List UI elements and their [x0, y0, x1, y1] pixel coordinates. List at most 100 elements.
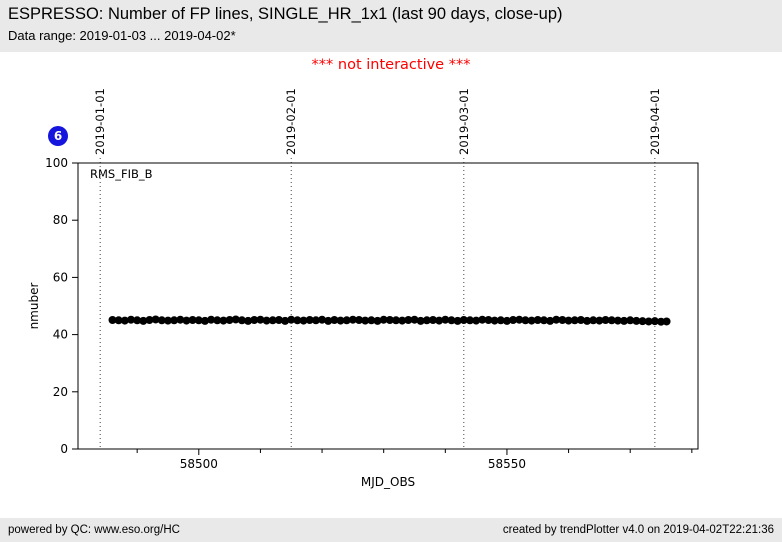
data-point — [539, 316, 548, 325]
y-tick-label: 60 — [53, 270, 68, 284]
data-point — [330, 316, 339, 325]
footer: powered by QC: www.eso.org/HC created by… — [0, 518, 782, 542]
data-point — [157, 316, 166, 325]
data-range-subtitle: Data range: 2019-01-03 ... 2019-04-02* — [8, 28, 236, 43]
data-point — [416, 316, 425, 325]
footer-created-by: created by trendPlotter v4.0 on 2019-04-… — [502, 524, 774, 536]
data-point — [410, 315, 419, 324]
data-point — [151, 315, 160, 324]
data-point — [318, 315, 327, 324]
data-point — [120, 316, 129, 325]
data-point — [225, 316, 234, 325]
data-point — [472, 316, 481, 325]
data-point — [620, 316, 629, 325]
data-point — [478, 315, 487, 324]
data-point — [182, 316, 191, 325]
data-point — [342, 316, 351, 325]
trend-chart: 2019-01-01 2019-02-01 2019-03-01 2019-04-01… — [27, 88, 699, 489]
top-date-label: 2019-02-01 — [284, 88, 298, 155]
y-tick-label: 0 — [60, 442, 68, 456]
data-point — [231, 315, 240, 324]
data-point — [601, 316, 610, 325]
data-point — [558, 316, 567, 325]
data-point — [509, 316, 518, 325]
data-point — [213, 316, 222, 325]
data-point — [336, 316, 345, 325]
data-point — [607, 316, 616, 325]
data-point — [484, 316, 493, 325]
data-point — [564, 316, 573, 325]
data-point — [626, 316, 635, 325]
data-point — [589, 316, 598, 325]
data-point — [194, 316, 203, 325]
data-point — [453, 316, 462, 325]
data-point — [127, 315, 136, 324]
data-point — [638, 317, 647, 326]
data-point — [435, 316, 444, 325]
top-date-label: 2019-01-01 — [93, 88, 107, 155]
data-point — [490, 316, 499, 325]
x-axis-title: MJD_OBS — [361, 475, 415, 489]
data-point — [496, 316, 505, 325]
top-date-label: 2019-03-01 — [457, 88, 471, 155]
data-point — [373, 316, 382, 325]
data-point — [361, 316, 370, 325]
data-point — [613, 316, 622, 325]
page-title: ESPRESSO: Number of FP lines, SINGLE_HR_… — [8, 5, 563, 23]
data-point — [552, 315, 561, 324]
data-point — [200, 316, 209, 325]
header: ESPRESSO: Number of FP lines, SINGLE_HR_… — [0, 0, 782, 52]
y-tick-label: 80 — [53, 213, 68, 227]
data-point — [293, 316, 302, 325]
data-point — [546, 316, 555, 325]
data-point — [268, 316, 277, 325]
data-point — [170, 316, 179, 325]
data-point — [244, 316, 253, 325]
x-tick-label: 58550 — [488, 457, 526, 471]
y-tick-label: 100 — [45, 156, 68, 170]
data-point — [459, 316, 468, 325]
y-tick-label: 40 — [53, 328, 68, 342]
data-point — [521, 316, 530, 325]
data-point — [447, 316, 456, 325]
data-point — [250, 316, 259, 325]
data-point — [145, 316, 154, 325]
data-point — [188, 316, 197, 325]
data-point — [262, 316, 271, 325]
data-point — [398, 316, 407, 325]
data-point — [207, 315, 216, 324]
data-point — [595, 316, 604, 325]
data-point — [428, 316, 437, 325]
data-point — [422, 316, 431, 325]
data-point — [367, 316, 376, 325]
series-label: RMS_FIB_B — [90, 167, 153, 181]
data-point — [644, 317, 653, 326]
data-point — [324, 316, 333, 325]
plot-border — [77, 162, 699, 450]
data-point — [385, 316, 394, 325]
footer-powered-by: powered by QC: www.eso.org/HC — [8, 524, 180, 536]
data-point — [305, 316, 314, 325]
not-interactive-notice: *** not interactive *** — [311, 57, 471, 73]
data-point — [527, 316, 536, 325]
data-point — [108, 316, 117, 325]
data-point — [176, 315, 185, 324]
data-point — [533, 316, 542, 325]
data-point — [632, 316, 641, 325]
data-point — [133, 316, 142, 325]
data-point — [441, 315, 450, 324]
data-point — [311, 316, 320, 325]
data-point — [163, 316, 172, 325]
top-date-label: 2019-04-01 — [648, 88, 662, 155]
data-point — [662, 317, 671, 326]
data-point — [281, 316, 290, 325]
data-point — [392, 316, 401, 325]
data-point — [299, 316, 308, 325]
data-point — [256, 315, 265, 324]
data-point — [114, 316, 123, 325]
data-point — [274, 316, 283, 325]
data-point — [583, 316, 592, 325]
data-point — [576, 316, 585, 325]
y-axis-title: nmuber — [27, 283, 41, 330]
